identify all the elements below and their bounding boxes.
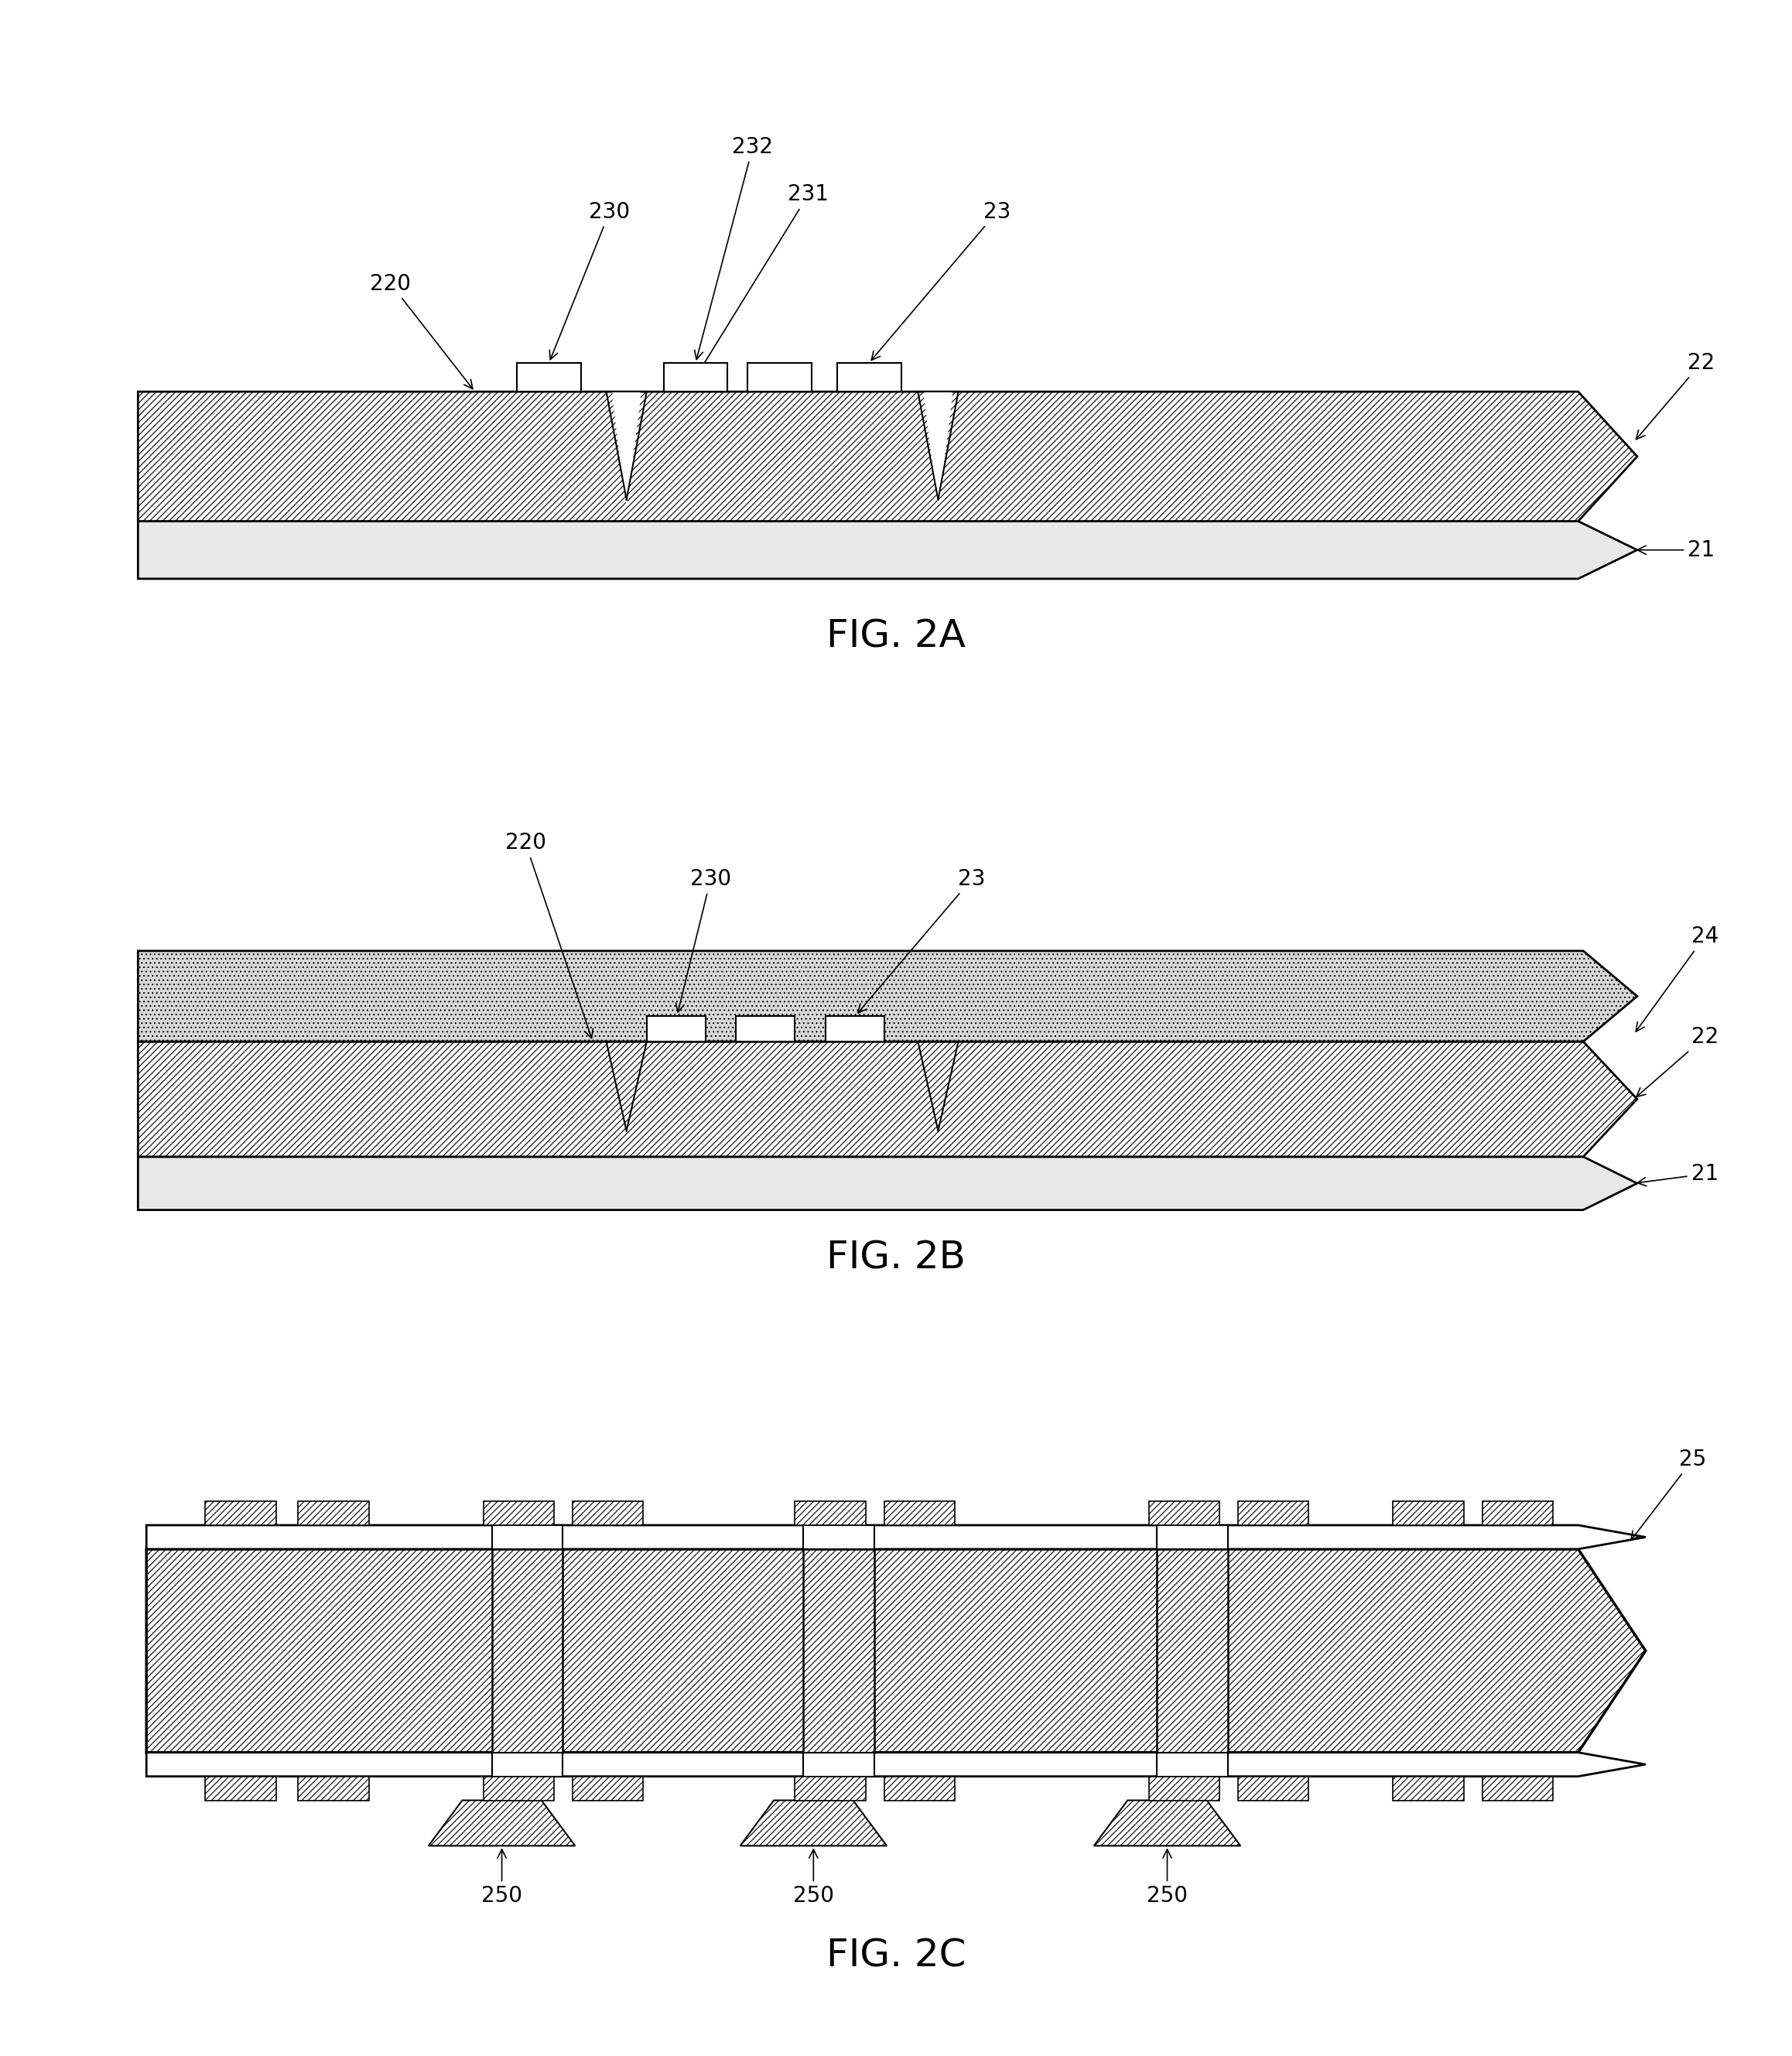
Bar (1482, 1776, 1554, 1801)
Text: 230: 230 (550, 201, 631, 360)
Polygon shape (147, 1752, 1645, 1776)
Bar (1158, 1752, 1228, 1776)
Text: 24: 24 (1636, 925, 1719, 1032)
Text: 22: 22 (1636, 352, 1715, 440)
Text: 21: 21 (1638, 1164, 1719, 1186)
Bar (573, 1501, 643, 1526)
Bar (803, 1548, 874, 1752)
Polygon shape (428, 1801, 575, 1846)
Text: 250: 250 (792, 1848, 833, 1906)
Bar (826, 1016, 883, 1042)
Bar (747, 362, 812, 391)
Text: 232: 232 (695, 136, 774, 360)
Text: 22: 22 (1636, 1026, 1719, 1096)
Bar (1392, 1501, 1464, 1526)
Polygon shape (147, 1526, 1645, 1548)
Bar (491, 1548, 563, 1752)
Text: 23: 23 (858, 868, 986, 1014)
Bar (1238, 1501, 1308, 1526)
Bar (1482, 1501, 1554, 1526)
Bar (803, 1526, 874, 1548)
Bar (491, 1752, 563, 1776)
Bar (1392, 1776, 1464, 1801)
Text: 230: 230 (676, 868, 731, 1012)
Bar (1149, 1501, 1219, 1526)
Polygon shape (613, 391, 640, 504)
Bar (1149, 1776, 1219, 1801)
Bar (803, 1752, 874, 1776)
Bar (1158, 1526, 1228, 1548)
Polygon shape (925, 391, 952, 504)
Polygon shape (138, 1158, 1638, 1209)
Text: 250: 250 (1147, 1848, 1188, 1906)
Bar (837, 362, 901, 391)
Text: 220: 220 (371, 273, 473, 389)
Polygon shape (740, 1801, 887, 1846)
Bar (796, 1776, 866, 1801)
Polygon shape (138, 520, 1638, 578)
Bar (1238, 1776, 1308, 1801)
Bar (206, 1776, 276, 1801)
Bar (573, 1776, 643, 1801)
Bar (297, 1776, 369, 1801)
Polygon shape (138, 391, 1638, 520)
Text: FIG. 2A: FIG. 2A (826, 617, 966, 656)
Polygon shape (138, 950, 1638, 1042)
Bar (663, 362, 728, 391)
Bar (883, 1501, 955, 1526)
Text: 21: 21 (1638, 539, 1715, 561)
Bar (647, 1016, 706, 1042)
Polygon shape (1093, 1801, 1240, 1846)
Bar (883, 1776, 955, 1801)
Bar (491, 1526, 563, 1548)
Bar (484, 1501, 554, 1526)
Text: 250: 250 (482, 1848, 521, 1906)
Text: 231: 231 (697, 183, 830, 374)
Bar (518, 362, 581, 391)
Text: 25: 25 (1631, 1449, 1706, 1540)
Bar (484, 1776, 554, 1801)
Polygon shape (147, 1548, 1645, 1752)
Text: FIG. 2B: FIG. 2B (826, 1240, 966, 1277)
Text: FIG. 2C: FIG. 2C (826, 1937, 966, 1974)
Bar (1158, 1548, 1228, 1752)
Text: 220: 220 (505, 833, 593, 1038)
Bar (737, 1016, 796, 1042)
Bar (796, 1501, 866, 1526)
Bar (206, 1501, 276, 1526)
Text: 23: 23 (871, 201, 1011, 360)
Polygon shape (138, 1042, 1638, 1158)
Bar (297, 1501, 369, 1526)
